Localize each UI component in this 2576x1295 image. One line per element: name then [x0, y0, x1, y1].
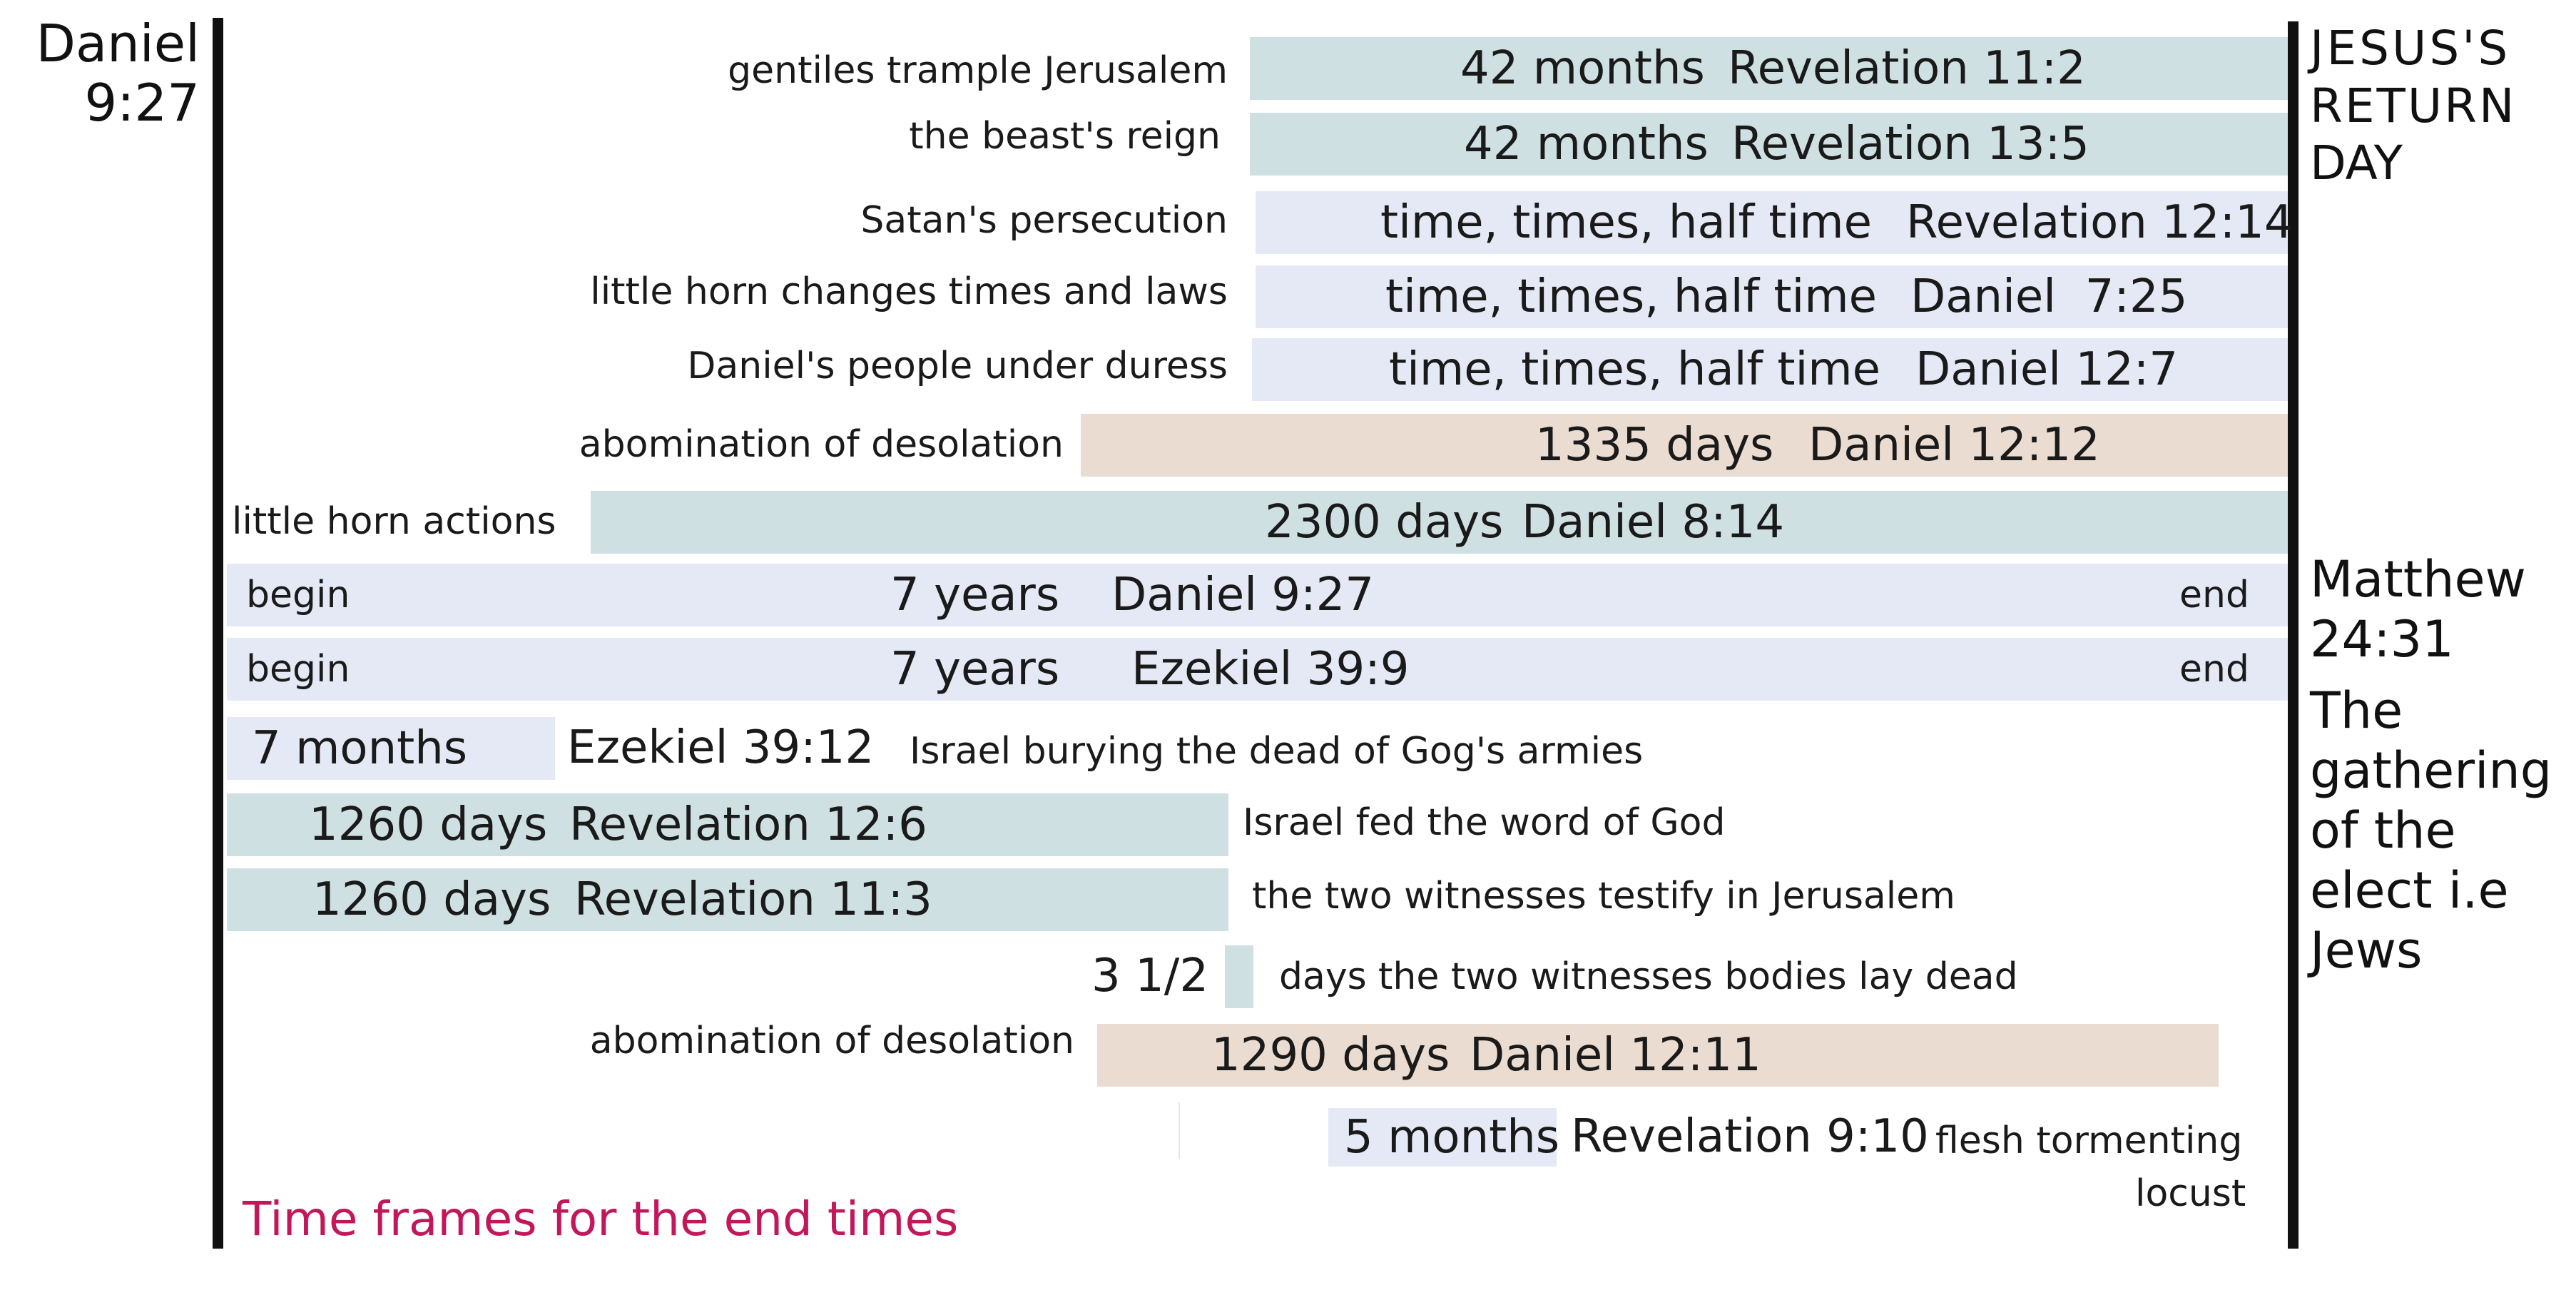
- timeframe-reference: Ezekiel 39:9: [1131, 643, 1410, 696]
- right-top-marker: JESUS'S RETURN DAY: [2310, 20, 2516, 193]
- right-mid-marker-line1: Matthew: [2310, 550, 2526, 609]
- timeframe-label: abomination of desolation: [589, 1020, 1074, 1062]
- timeframe-description: flesh tormenting: [1935, 1119, 2243, 1162]
- timeframe-bar: 42 months Revelation 11:2: [1250, 37, 2288, 100]
- timeframe-description: Israel burying the dead of Gog's armies: [910, 730, 1644, 773]
- diagram-caption: Time frames for the end times: [243, 1192, 959, 1246]
- right-mid-marker-line2: 24:31: [2310, 610, 2454, 669]
- timeframe-end: end: [2179, 574, 2249, 616]
- timeframe-bar: 1260 days Revelation 11:3: [227, 868, 1228, 931]
- left-marker: Daniel 9:27: [29, 14, 200, 133]
- timeframe-duration: 7 years: [890, 569, 1060, 621]
- right-top-marker-line2: RETURN: [2310, 78, 2517, 133]
- timeframe-reference: Daniel 7:25: [1910, 270, 2188, 323]
- timeframe-duration: 1335 days: [1535, 419, 1774, 472]
- timeframe-bar: [1225, 945, 1253, 1008]
- timeframe-label: little horn actions: [232, 500, 556, 543]
- right-mid-marker: Matthew 24:31 The gathering of the elect…: [2310, 549, 2552, 980]
- timeframe-label: Satan's persecution: [860, 199, 1228, 242]
- left-marker-line2: 9:27: [84, 72, 200, 133]
- timeframe-reference: Daniel 12:7: [1915, 343, 2179, 396]
- timeframe-bar: begin 7 years Ezekiel 39:9 end: [227, 638, 2288, 701]
- divider: [1178, 1102, 1180, 1159]
- timeframe-reference: Revelation 9:10: [1571, 1110, 1929, 1163]
- timeframe-bar: 2300 days Daniel 8:14: [591, 491, 2288, 554]
- timeframe-reference: Daniel 12:12: [1808, 419, 2100, 472]
- timeframe-reference: Revelation 12:14: [1906, 196, 2294, 249]
- timeframe-reference: Revelation 13:5: [1731, 118, 2089, 171]
- timeframe-duration: 3 1/2: [1091, 950, 1209, 1002]
- timeframe-reference: Daniel 8:14: [1522, 496, 1785, 549]
- timeframe-bar: time, times, half time Daniel 7:25: [1256, 265, 2288, 328]
- timeframe-reference: Revelation 11:3: [574, 873, 932, 926]
- right-mid-marker-line7: Jews: [2310, 921, 2423, 980]
- timeframe-description: the two witnesses testify in Jerusalem: [1252, 875, 1955, 918]
- timeframe-reference: Revelation 12:6: [569, 798, 927, 851]
- timeframe-reference: Revelation 11:2: [1728, 42, 2086, 95]
- timeframe-duration: 42 months: [1464, 118, 1709, 171]
- right-top-marker-line1: JESUS'S: [2310, 21, 2511, 76]
- timeframe-duration: 7 years: [890, 643, 1060, 696]
- right-boundary-line: [2288, 21, 2298, 1249]
- timeframe-description: locust: [2135, 1172, 2246, 1215]
- timeframe-bar: time, times, half time Revelation 12:14: [1256, 191, 2294, 254]
- left-boundary-line: [213, 18, 223, 1249]
- timeframe-reference: Daniel 12:11: [1470, 1029, 1761, 1082]
- right-mid-marker-line6: elect i.e: [2310, 861, 2509, 920]
- timeframe-bar: 5 months: [1328, 1108, 1560, 1167]
- timeframe-bar: 1335 days Daniel 12:12: [1081, 414, 2288, 477]
- timeframe-label: little horn changes times and laws: [590, 270, 1228, 313]
- timeframe-duration: time, times, half time: [1389, 343, 1880, 396]
- timeframe-start: begin: [246, 648, 350, 691]
- timeframe-start: begin: [246, 574, 350, 616]
- timeframe-bar: 1290 days Daniel 12:11: [1097, 1024, 2219, 1087]
- timeframe-duration: 5 months: [1344, 1111, 1560, 1164]
- timeframe-duration: time, times, half time: [1385, 270, 1877, 323]
- right-mid-marker-line4: gathering: [2310, 741, 2552, 800]
- right-top-marker-line3: DAY: [2310, 136, 2403, 191]
- timeframe-label: the beast's reign: [909, 115, 1221, 158]
- timeframe-label: abomination of desolation: [579, 423, 1064, 466]
- timeframe-duration: 7 months: [252, 722, 468, 775]
- timeframe-bar: 1260 days Revelation 12:6: [227, 793, 1228, 856]
- timeframe-duration: 2300 days: [1265, 496, 1504, 549]
- timeframe-description: the two witnesses bodies lay dead: [1378, 955, 2018, 998]
- timeframe-duration: 1260 days: [309, 798, 548, 851]
- right-mid-marker-line3: The: [2310, 681, 2403, 740]
- timeframe-reference: Ezekiel 39:12: [567, 721, 875, 774]
- left-marker-line1: Daniel: [36, 14, 200, 73]
- timeframe-label: gentiles trample Jerusalem: [728, 49, 1228, 92]
- timeframe-label: Daniel's people under duress: [687, 345, 1228, 387]
- right-mid-marker-line5: of the: [2310, 801, 2456, 860]
- timeframe-duration: 42 months: [1460, 42, 1705, 95]
- timeframe-bar: 7 months: [227, 717, 555, 780]
- timeframe-duration: 1260 days: [312, 873, 551, 926]
- timeframe-unit: days: [1279, 955, 1367, 998]
- timeframe-bar: 42 months Revelation 13:5: [1250, 113, 2288, 176]
- timeframe-bar: begin 7 years Daniel 9:27 end: [227, 564, 2288, 626]
- timeframe-reference: Daniel 9:27: [1111, 569, 1375, 621]
- timeframe-duration: 1290 days: [1211, 1029, 1450, 1082]
- timeframe-description: Israel fed the word of God: [1243, 801, 1726, 844]
- timeframe-bar: time, times, half time Daniel 12:7: [1252, 338, 2288, 401]
- timeframe-end: end: [2179, 648, 2249, 691]
- timeframe-duration: time, times, half time: [1380, 196, 1872, 249]
